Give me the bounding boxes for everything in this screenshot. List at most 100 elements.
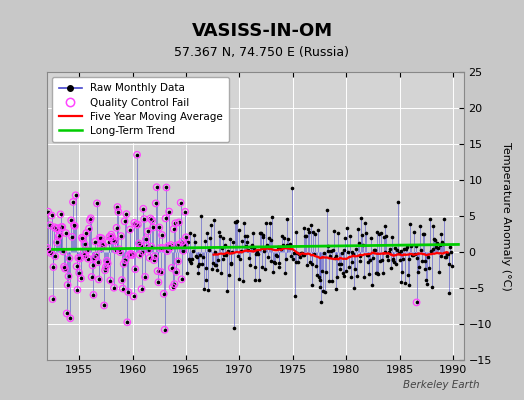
Point (181, 208, 189, 215)
Point (145, 255, 154, 261)
Point (169, 284, 177, 290)
Point (94, 259, 102, 266)
Point (132, 221, 140, 228)
Point (141, 274, 149, 280)
Point (164, 243, 172, 249)
Point (178, 276, 186, 282)
Point (122, 211, 130, 217)
Point (92, 252, 100, 258)
Point (152, 184, 161, 190)
Point (86, 217, 94, 224)
Point (171, 220, 180, 226)
Point (86, 215, 95, 222)
Point (85, 225, 93, 232)
Point (147, 243, 156, 250)
Point (161, 215, 170, 222)
Point (54, 233, 63, 240)
Point (124, 289, 133, 295)
Point (180, 242, 189, 248)
Point (150, 257, 158, 263)
Point (79, 236, 87, 242)
Point (43, 245, 51, 251)
Point (60, 264, 68, 270)
Point (70, 222, 78, 228)
Point (90, 255, 99, 261)
Point (135, 240, 143, 246)
Point (114, 209, 123, 215)
Point (165, 208, 173, 215)
Point (176, 241, 184, 248)
Text: Berkeley Earth: Berkeley Earth (403, 380, 479, 390)
Point (107, 232, 115, 238)
Point (64, 273, 73, 280)
Point (88, 274, 96, 280)
Point (78, 234, 86, 241)
Point (167, 242, 175, 248)
Point (48, 296, 57, 302)
Point (128, 252, 137, 258)
Point (65, 255, 73, 262)
Point (50, 224, 59, 230)
Point (158, 232, 166, 238)
Point (62, 310, 71, 317)
Point (172, 269, 180, 275)
Point (89, 292, 97, 298)
Point (61, 266, 69, 272)
Point (74, 255, 82, 261)
Point (125, 252, 133, 258)
Point (96, 245, 105, 252)
Point (168, 265, 176, 271)
Point (123, 319, 132, 326)
Point (154, 268, 162, 274)
Point (129, 293, 138, 300)
Point (139, 206, 147, 212)
Point (145, 246, 153, 253)
Point (67, 217, 75, 224)
Point (53, 225, 62, 231)
Point (162, 184, 171, 191)
Point (136, 252, 144, 258)
Point (77, 275, 85, 282)
Point (47, 212, 56, 219)
Point (95, 234, 104, 241)
Point (84, 256, 92, 262)
Point (115, 246, 124, 252)
Point (104, 238, 113, 245)
Point (144, 228, 152, 235)
Point (101, 267, 109, 274)
Point (51, 253, 59, 260)
Point (81, 252, 90, 259)
Point (113, 204, 122, 210)
Point (97, 235, 106, 241)
Point (59, 248, 68, 255)
Point (52, 225, 60, 232)
Point (63, 282, 72, 288)
Point (174, 219, 183, 226)
Point (62, 230, 70, 236)
Point (106, 277, 115, 284)
Point (133, 152, 141, 158)
Point (112, 247, 120, 253)
Point (47, 250, 55, 256)
Point (127, 250, 135, 257)
Point (149, 224, 157, 231)
Point (119, 261, 128, 267)
Point (143, 242, 151, 249)
Point (53, 239, 61, 246)
Point (58, 224, 67, 230)
Point (154, 279, 162, 286)
Point (131, 266, 139, 272)
Point (116, 249, 124, 255)
Point (72, 263, 81, 270)
Point (102, 264, 110, 270)
Point (109, 237, 117, 244)
Point (138, 249, 147, 255)
Point (73, 287, 82, 293)
Point (71, 192, 80, 198)
Point (98, 241, 106, 248)
Point (127, 251, 136, 258)
Text: 57.367 N, 74.750 E (Russia): 57.367 N, 74.750 E (Russia) (174, 46, 350, 59)
Point (100, 302, 108, 309)
Point (91, 238, 100, 245)
Point (160, 326, 169, 333)
